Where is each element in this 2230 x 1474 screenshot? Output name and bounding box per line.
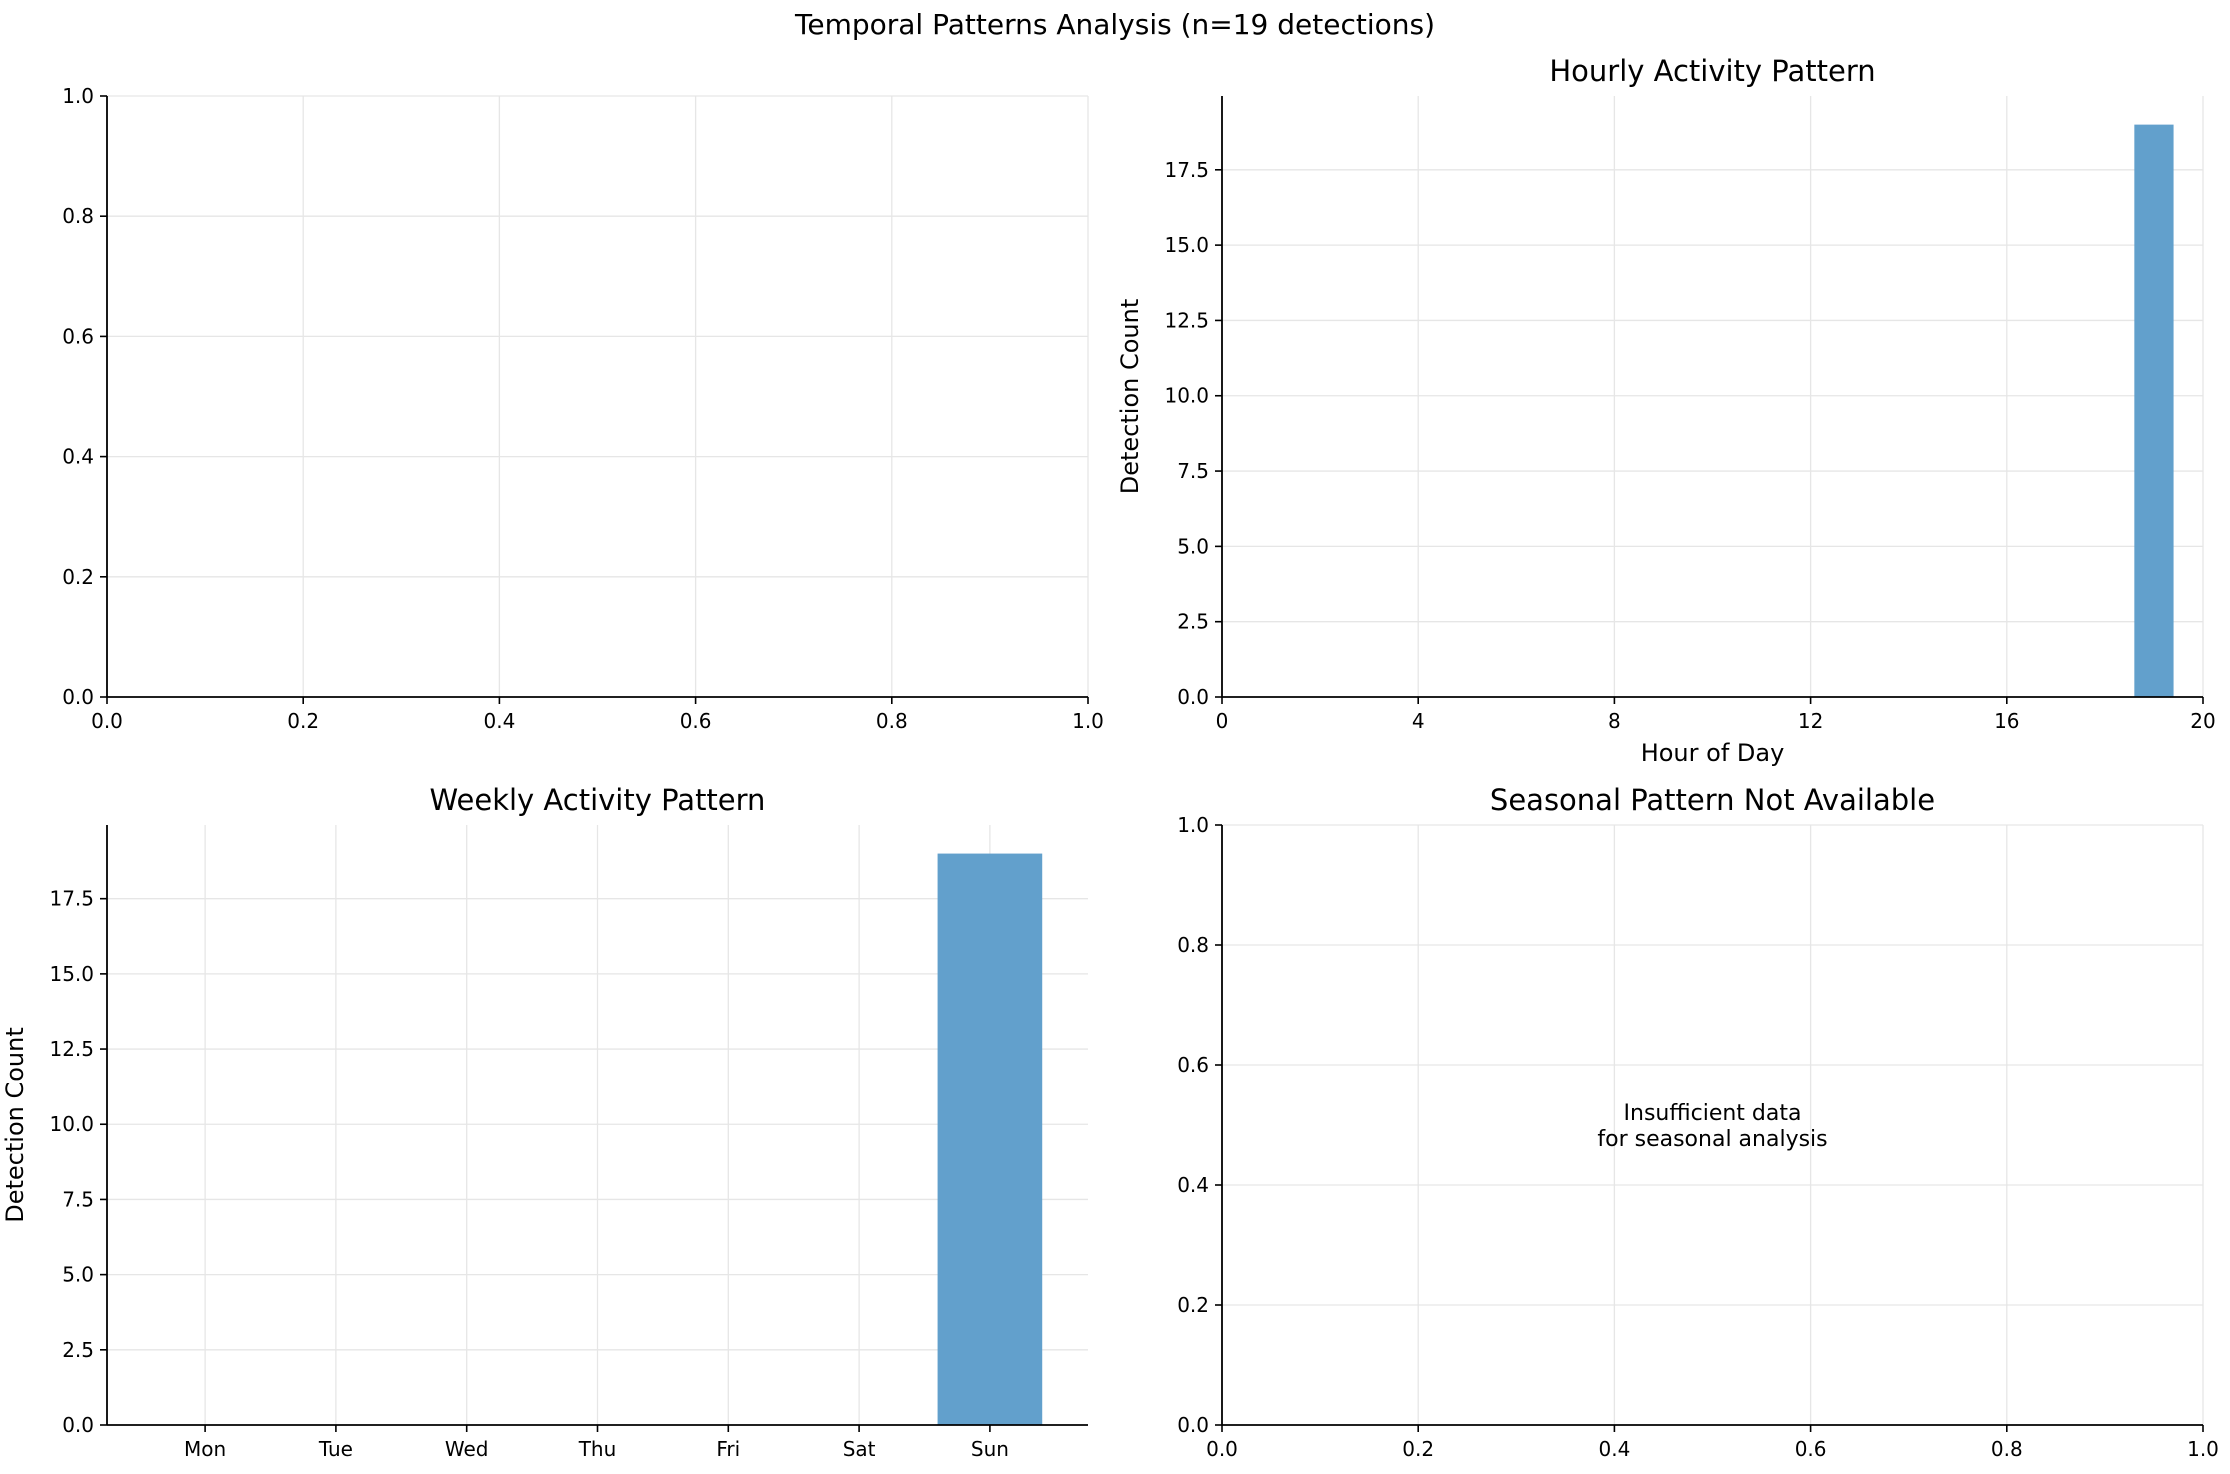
x-tick-label: 0.0 bbox=[91, 709, 123, 733]
y-tick-label: 0.0 bbox=[1177, 685, 1209, 709]
y-tick-label: 1.0 bbox=[62, 84, 94, 108]
x-tick-label: Tue bbox=[318, 1437, 353, 1461]
y-axis-label: Detection Count bbox=[1116, 299, 1144, 495]
y-tick-label: 17.5 bbox=[1164, 158, 1209, 182]
x-tick-label: 4 bbox=[1412, 709, 1425, 733]
y-tick-label: 0.4 bbox=[1177, 1173, 1209, 1197]
x-tick-label: 0.8 bbox=[1991, 1437, 2023, 1461]
y-tick-label: 1.0 bbox=[1177, 813, 1209, 837]
x-tick-label: 0.6 bbox=[1795, 1437, 1827, 1461]
x-tick-label: 1.0 bbox=[2187, 1437, 2219, 1461]
x-tick-label: Sun bbox=[971, 1437, 1009, 1461]
y-axis-label: Detection Count bbox=[1, 1027, 29, 1223]
x-tick-label: 0.2 bbox=[287, 709, 319, 733]
y-tick-label: 0.0 bbox=[62, 685, 94, 709]
x-tick-label: 0.8 bbox=[876, 709, 908, 733]
x-tick-label: 0 bbox=[1216, 709, 1229, 733]
y-tick-label: 0.8 bbox=[62, 204, 94, 228]
y-tick-label: 0.2 bbox=[62, 565, 94, 589]
x-tick-label: 0.6 bbox=[680, 709, 712, 733]
x-tick-label: Mon bbox=[184, 1437, 226, 1461]
y-tick-label: 7.5 bbox=[1177, 459, 1209, 483]
panel-seasonal: 0.0 0.2 0.4 0.6 0.8 1.0 0.0 0.2 0.4 0.6 0.8 1.0 Seas… bbox=[1177, 783, 2219, 1461]
y-tick-label: 10.0 bbox=[1164, 384, 1209, 408]
y-tick-label: 0.2 bbox=[1177, 1293, 1209, 1317]
x-tick-label: Wed bbox=[445, 1437, 489, 1461]
y-tick-label: 7.5 bbox=[62, 1187, 94, 1211]
x-tick-label: Fri bbox=[716, 1437, 740, 1461]
figure-suptitle: Temporal Patterns Analysis (n=19 detecti… bbox=[795, 8, 1435, 41]
x-tick-label: Sat bbox=[843, 1437, 876, 1461]
x-tick-label: 0.0 bbox=[1206, 1437, 1238, 1461]
y-tick-label: 15.0 bbox=[49, 962, 94, 986]
annotation-line-1: Insufficient data bbox=[1624, 1101, 1802, 1126]
y-tick-label: 5.0 bbox=[62, 1263, 94, 1287]
x-tick-label: 1.0 bbox=[1072, 709, 1104, 733]
y-tick-label: 10.0 bbox=[49, 1112, 94, 1136]
y-tick-label: 0.6 bbox=[1177, 1053, 1209, 1077]
x-tick-label: 20 bbox=[2190, 709, 2215, 733]
annotation-line-2: for seasonal analysis bbox=[1597, 1127, 1827, 1152]
x-tick-label: 8 bbox=[1608, 709, 1621, 733]
y-tick-label: 0.4 bbox=[62, 445, 94, 469]
y-tick-label: 2.5 bbox=[1177, 610, 1209, 634]
y-tick-label: 5.0 bbox=[1177, 534, 1209, 558]
x-tick-label: 0.2 bbox=[1402, 1437, 1434, 1461]
x-tick-label: 16 bbox=[1994, 709, 2019, 733]
y-tick-label: 17.5 bbox=[49, 887, 94, 911]
y-tick-label: 0.6 bbox=[62, 324, 94, 348]
x-tick-label: 12 bbox=[1798, 709, 1823, 733]
y-tick-label: 0.0 bbox=[62, 1413, 94, 1437]
y-tick-label: 0.8 bbox=[1177, 933, 1209, 957]
panel-title: Seasonal Pattern Not Available bbox=[1490, 783, 1935, 817]
panel-empty-panel: 0.0 0.2 0.4 0.6 0.8 1.0 0.0 0.2 0.4 0.6 0.8 1.0 bbox=[62, 84, 1104, 733]
bar-hour-19 bbox=[2134, 124, 2174, 698]
y-tick-label: 12.5 bbox=[1164, 308, 1209, 332]
x-axis-label: Hour of Day bbox=[1641, 739, 1785, 767]
y-tick-label: 15.0 bbox=[1164, 233, 1209, 257]
panel-hourly: 0 4 8 12 16 20 0.0 2.5 5.0 7.5 10.0 12.5 15.0 17.5 Hou… bbox=[1116, 54, 2216, 767]
x-tick-label: 0.4 bbox=[483, 709, 515, 733]
y-tick-label: 0.0 bbox=[1177, 1413, 1209, 1437]
y-tick-label: 2.5 bbox=[62, 1338, 94, 1362]
panel-title: Hourly Activity Pattern bbox=[1549, 54, 1875, 88]
y-tick-label: 12.5 bbox=[49, 1037, 94, 1061]
bar-sun bbox=[937, 853, 1043, 1425]
panel-weekly: Mon Tue Wed Thu Fri Sat Sun 0.0 2.5 5.0 7.5 10.0 12.… bbox=[1, 783, 1088, 1461]
panel-title: Weekly Activity Pattern bbox=[430, 783, 766, 817]
x-tick-label: Thu bbox=[578, 1437, 617, 1461]
x-tick-label: 0.4 bbox=[1598, 1437, 1630, 1461]
